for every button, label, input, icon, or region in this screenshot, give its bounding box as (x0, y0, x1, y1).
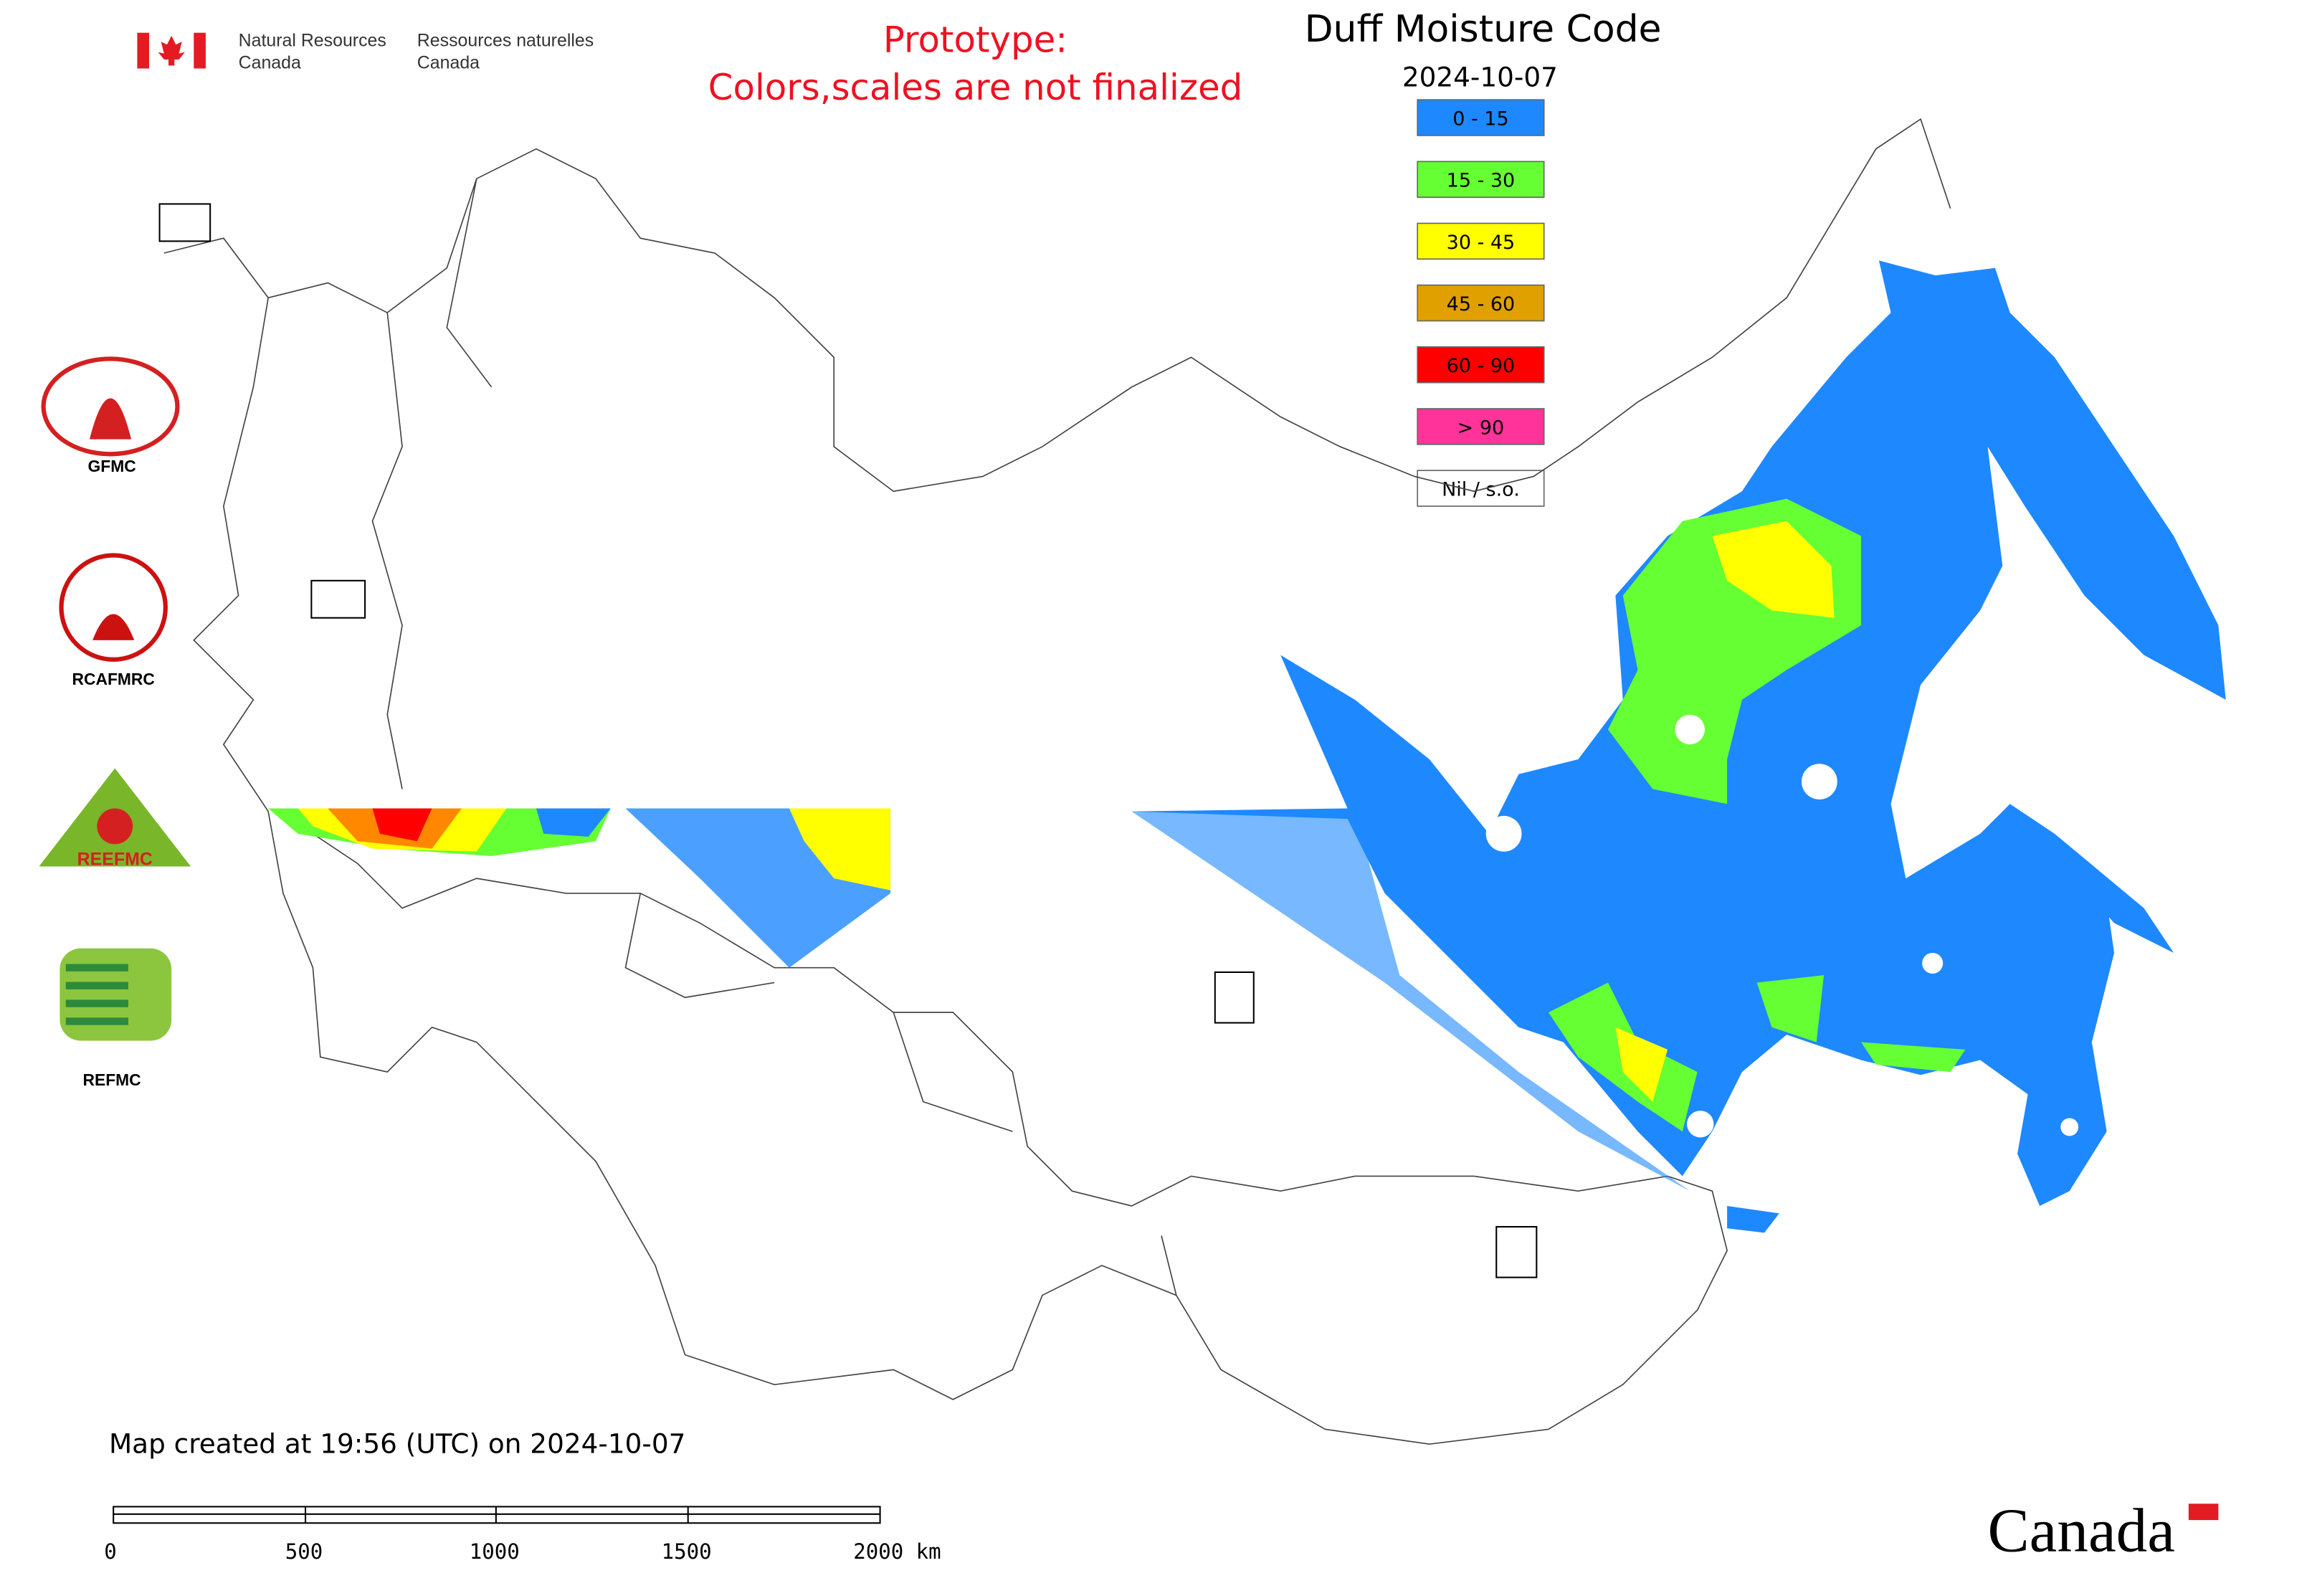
coastline (163, 118, 1951, 493)
flag-bar (137, 32, 150, 69)
rcafmrc-logo (59, 553, 168, 662)
gap (1675, 714, 1705, 745)
legend-label: 15 - 30 (1447, 170, 1516, 192)
gap (1801, 764, 1837, 800)
dmc-region (1712, 521, 1835, 618)
map-markers (158, 203, 1538, 1278)
gap (2060, 1118, 2079, 1136)
rcafmrc-logo (92, 614, 135, 640)
dmc-band (1131, 811, 1690, 1192)
country-outlines (163, 118, 1951, 1445)
raster (268, 260, 2226, 1233)
logo-label: RCAFMRC (72, 670, 154, 688)
refmc-logo (65, 964, 128, 1025)
scale-label: 0 (104, 1539, 117, 1564)
scale-label: 500 (285, 1539, 323, 1564)
legend-swatch (1417, 470, 1545, 507)
legend-label: 0 - 15 (1452, 108, 1508, 130)
dmc-region (1756, 975, 1966, 1073)
legend-swatch (1417, 284, 1545, 322)
agency-en: Natural Resources (239, 30, 386, 50)
marker (158, 203, 211, 242)
legend-swatch (1417, 408, 1545, 445)
legend-label: 30 - 45 (1447, 232, 1516, 254)
gap (1485, 815, 1522, 852)
marker (1214, 971, 1255, 1024)
logo-label: REFMC (83, 1070, 141, 1089)
flag-bar (194, 32, 206, 69)
dmc-band (789, 808, 891, 890)
border (193, 298, 1728, 1445)
logo-label: REEFMC (77, 849, 153, 869)
gap (1687, 1111, 1714, 1138)
gfmc-logo (41, 356, 180, 457)
refmc-logo (60, 948, 172, 1041)
marker (1495, 1225, 1538, 1278)
scale-label: 1000 (470, 1539, 520, 1564)
gfmc-logo (89, 398, 132, 440)
notice: Colors,scales are not finalized (708, 67, 1243, 108)
legend-label: > 90 (1457, 417, 1505, 439)
legend-swatch (1417, 222, 1545, 260)
legend-label: 60 - 90 (1447, 355, 1516, 377)
agency-en: Canada (239, 53, 301, 73)
nrcan-signature: Natural Resources Canada Ressources natu… (137, 30, 594, 73)
scale-label: 2000 km (853, 1539, 941, 1564)
internal-border (371, 179, 1177, 1296)
scale-bar: 0 500 1000 1500 2000 km (104, 1506, 941, 1564)
canada-wordmark: Canada (1987, 1496, 2174, 1565)
map-title: Duff Moisture Code (1305, 8, 1662, 51)
wordmark-flag (2188, 1504, 2219, 1521)
marker (310, 579, 366, 619)
legend-label: 45 - 60 (1447, 293, 1516, 315)
logo-label: GFMC (88, 457, 136, 475)
created-note: Map created at 19:56 (UTC) on 2024-10-07 (109, 1428, 685, 1460)
scale-label: 1500 (662, 1539, 712, 1564)
map-date: 2024-10-07 (1402, 61, 1558, 92)
logos: GFMC RCAFMRC REEFMC REFMC (39, 356, 191, 1089)
dmc-band (536, 808, 611, 837)
notice: Prototype: (883, 19, 1067, 61)
maple-leaf (158, 35, 185, 66)
legend-swatch (1417, 99, 1545, 136)
agency-fr: Canada (417, 53, 480, 73)
agency-fr: Ressources naturelles (417, 30, 594, 50)
legend-swatch (1417, 161, 1545, 198)
reefmc-logo (97, 808, 133, 845)
gap (1922, 952, 1944, 974)
dmc-band (372, 808, 432, 842)
legend-swatch (1417, 346, 1545, 384)
dmc-region (1615, 1027, 1668, 1102)
